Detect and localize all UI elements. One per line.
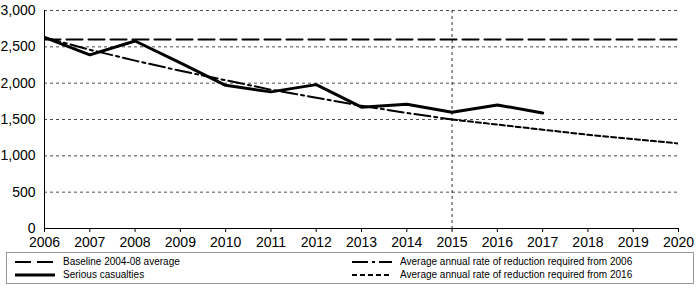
svg-text:2012: 2012 (301, 234, 332, 250)
svg-text:1,500: 1,500 (0, 111, 35, 127)
svg-text:2015: 2015 (436, 234, 467, 250)
html-text:Baseline 2004-08 average: Baseline 2004-08 average (63, 256, 180, 267)
svg-text:2,500: 2,500 (0, 38, 35, 54)
svg-text:2,000: 2,000 (0, 75, 35, 91)
html-text:Average annual rate of reducti: Average annual rate of reduction require… (400, 269, 633, 280)
svg-text:3,000: 3,000 (0, 2, 35, 18)
svg-text:1,000: 1,000 (0, 147, 35, 163)
svg-text:2009: 2009 (165, 234, 196, 250)
svg-text:2006: 2006 (29, 234, 60, 250)
svg-text:2017: 2017 (527, 234, 558, 250)
svg-text:2007: 2007 (74, 234, 105, 250)
svg-text:500: 500 (12, 184, 36, 200)
svg-text:2014: 2014 (391, 234, 422, 250)
svg-text:2011: 2011 (256, 234, 286, 250)
svg-text:0: 0 (27, 220, 36, 236)
svg-text:2019: 2019 (618, 234, 649, 250)
html-text:Serious casualties: Serious casualties (63, 269, 145, 280)
svg-text:2016: 2016 (482, 234, 513, 250)
svg-text:2008: 2008 (119, 234, 150, 250)
html-text:Average annual rate of reducti: Average annual rate of reduction require… (400, 256, 633, 267)
svg-text:2018: 2018 (572, 234, 603, 250)
svg-text:2013: 2013 (346, 234, 377, 250)
svg-text:2010: 2010 (210, 234, 241, 250)
svg-text:2020: 2020 (663, 234, 694, 250)
